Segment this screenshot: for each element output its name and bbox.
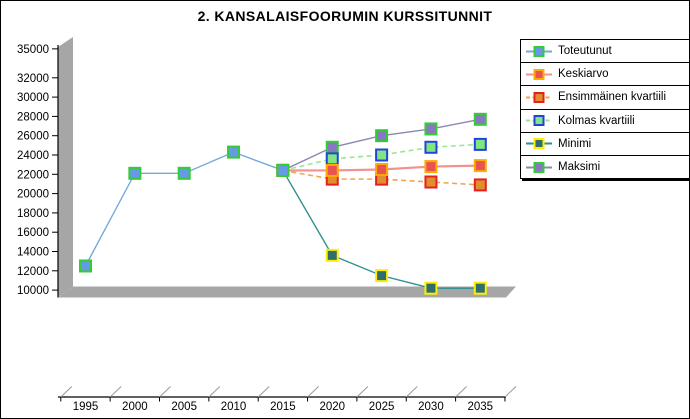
x-tick-3d	[356, 386, 369, 398]
y-tick-label: 16000	[17, 227, 49, 239]
chart-3d-wall	[58, 37, 73, 298]
series-line-ensimm-inen-kvartiili	[282, 169, 481, 186]
data-point-marker	[375, 129, 389, 143]
legend-swatch-icon	[526, 68, 552, 80]
x-tick-3d	[307, 386, 319, 398]
y-tick-label: 24000	[17, 150, 49, 162]
data-point-marker	[375, 269, 389, 283]
data-point-marker	[424, 175, 438, 189]
x-tick-3d	[159, 386, 171, 398]
legend-label: Minimi	[558, 137, 592, 150]
series-markers-minimi	[276, 163, 487, 295]
data-point-marker	[473, 112, 487, 126]
x-tick-label: 2030	[418, 401, 444, 413]
x-tick-3d	[455, 386, 467, 398]
legend-label: Ensimmäinen kvartiili	[558, 91, 667, 104]
x-tick-3d	[60, 386, 73, 398]
x-tick-label: 1995	[73, 401, 99, 413]
y-tick-label: 35000	[17, 44, 49, 56]
x-tick-label: 2025	[369, 401, 395, 413]
legend-item-toteutunut: Toteutunut	[521, 40, 689, 64]
y-axis: 35000 32000 30000 28000 26000 24000 22000 20000…	[17, 44, 59, 298]
data-point-marker	[128, 166, 142, 180]
legend-item-maksimi: Maksimi	[521, 156, 689, 178]
data-point-marker	[473, 137, 487, 151]
x-tick-label: 2010	[221, 401, 247, 413]
x-tick-3d	[109, 386, 122, 398]
data-point-marker	[325, 140, 339, 154]
data-point-marker	[276, 163, 290, 177]
data-point-marker	[325, 163, 339, 177]
x-tick-label: 2035	[468, 401, 494, 413]
data-point-marker	[177, 166, 191, 180]
chart-title: 2. KANSALAISFOORUMIN KURSSITUNNIT	[197, 8, 493, 24]
chart-3d-floor	[58, 286, 516, 298]
y-tick-label: 12000	[17, 266, 49, 278]
data-point-marker	[325, 248, 339, 262]
legend-swatch-icon	[526, 161, 552, 173]
legend-swatch-icon	[526, 91, 552, 103]
data-point-marker	[424, 122, 438, 136]
x-tick-3d	[208, 386, 221, 398]
data-point-marker	[424, 140, 438, 154]
y-tick-label: 32000	[17, 73, 49, 85]
data-point-marker	[325, 152, 339, 166]
legend-label: Maksimi	[558, 161, 601, 174]
x-tick-label: 2020	[319, 401, 345, 413]
data-point-marker	[424, 281, 438, 295]
y-tick-label: 26000	[17, 131, 49, 143]
data-point-marker	[473, 178, 487, 192]
legend-item-kolmas-kvartiili: Kolmas kvartiili	[521, 110, 689, 133]
y-tick-label: 30000	[17, 92, 49, 104]
legend-label: Toteutunut	[558, 45, 612, 58]
legend: Toteutunut Keskiarvo Ensimmäinen kvartiili…	[520, 39, 689, 180]
data-point-marker	[79, 259, 92, 273]
legend-item-ensimm-inen-kvartiili: Ensimmäinen kvartiili	[521, 86, 689, 110]
legend-item-minimi: Minimi	[521, 133, 689, 156]
data-point-marker	[375, 148, 389, 162]
x-tick-label: 2005	[171, 401, 197, 413]
legend-label: Kolmas kvartiili	[558, 114, 635, 127]
y-tick-label: 28000	[17, 111, 49, 123]
legend-item-keskiarvo: Keskiarvo	[521, 63, 689, 87]
y-tick-label: 10000	[17, 285, 49, 297]
data-point-marker	[227, 145, 241, 159]
y-tick-label: 18000	[17, 208, 49, 220]
data-point-marker	[473, 159, 487, 173]
y-tick-label: 14000	[17, 247, 49, 259]
series-markers-keskiarvo	[276, 159, 487, 177]
y-tick-label: 22000	[17, 169, 49, 181]
x-tick-label: 2000	[122, 401, 148, 413]
series-line-maksimi	[282, 118, 481, 172]
legend-swatch-icon	[526, 45, 552, 57]
data-point-marker	[473, 281, 487, 295]
legend-swatch-icon	[526, 138, 552, 150]
data-point-marker	[424, 160, 438, 174]
x-tick-3d	[257, 386, 270, 398]
x-tick-3d	[405, 386, 418, 398]
x-tick-label: 2015	[270, 401, 296, 413]
series-markers-toteutunut	[79, 145, 290, 273]
data-point-marker	[375, 162, 389, 176]
x-axis: 1995 2000 2005 2010 2015 2020 2025 2030 2035	[58, 386, 517, 413]
x-tick-3d	[504, 386, 517, 398]
legend-swatch-icon	[526, 115, 552, 127]
y-tick-label: 20000	[17, 189, 49, 201]
legend-label: Keskiarvo	[558, 68, 609, 81]
